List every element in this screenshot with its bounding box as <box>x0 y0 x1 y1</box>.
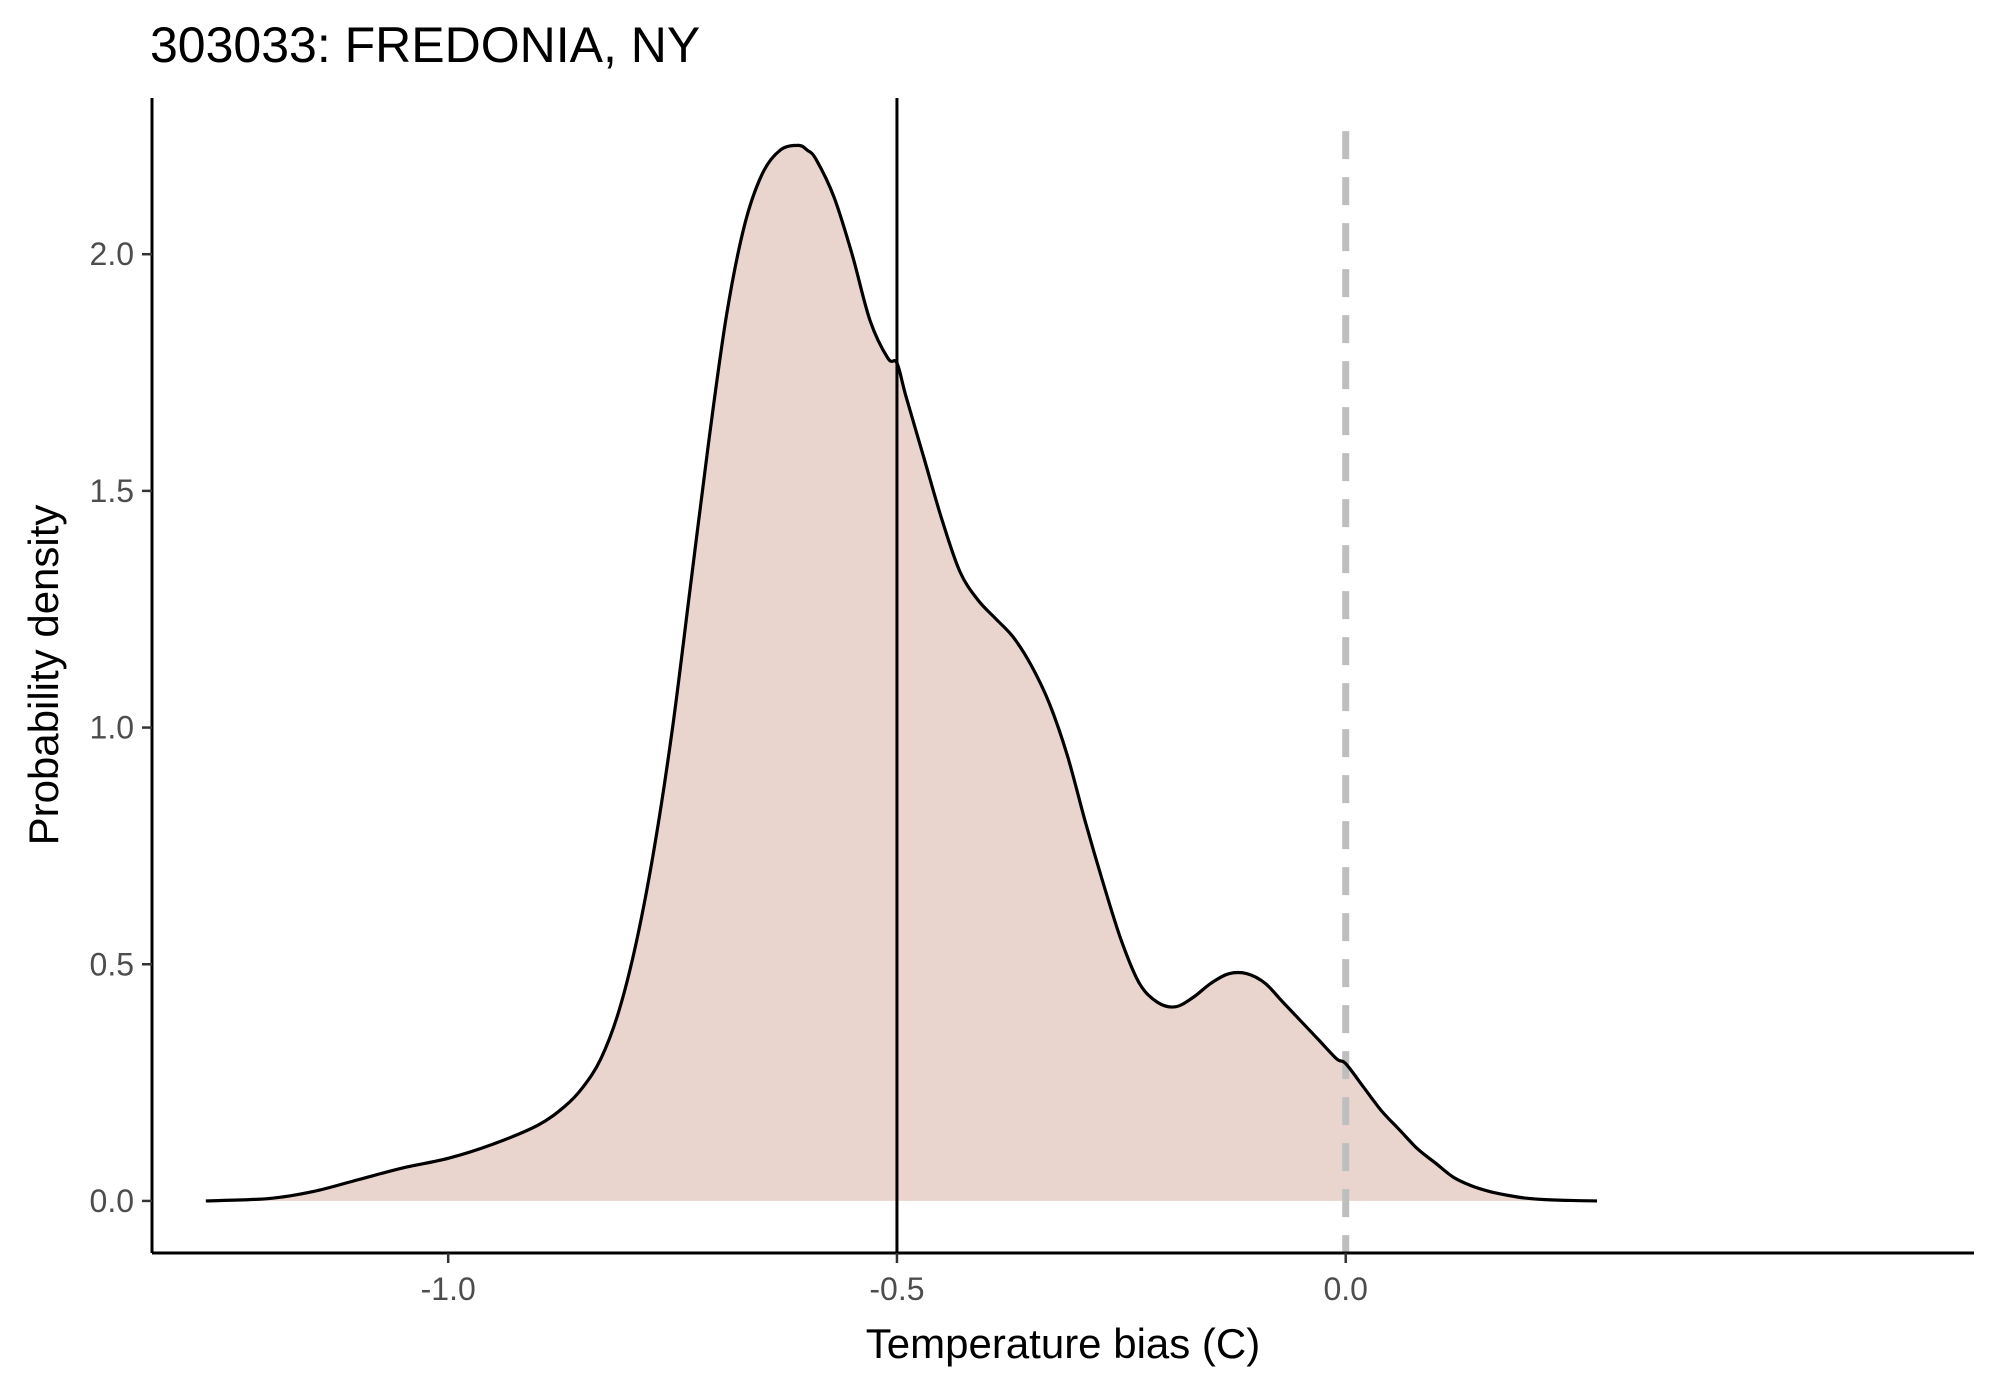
y-tick-label: 0.0 <box>90 1183 134 1219</box>
x-axis-title: Temperature bias (C) <box>866 1320 1260 1367</box>
x-tick-label: -0.5 <box>869 1271 924 1307</box>
y-axis-ticks: 0.0 0.5 1.0 1.5 2.0 <box>90 236 152 1219</box>
plot-area <box>205 98 1598 1253</box>
y-axis-title: Probability density <box>20 505 67 846</box>
x-tick-label: 0.0 <box>1323 1271 1367 1307</box>
y-tick-label: 1.5 <box>90 473 134 509</box>
y-tick-label: 2.0 <box>90 236 134 272</box>
y-tick-label: 1.0 <box>90 710 134 746</box>
y-tick-label: 0.5 <box>90 946 134 982</box>
x-tick-label: -1.0 <box>421 1271 476 1307</box>
chart-title: 303033: FREDONIA, NY <box>150 17 700 73</box>
x-axis-ticks: -1.0 -0.5 0.0 <box>421 1253 1368 1307</box>
density-curve <box>205 143 1598 1203</box>
density-area-fill <box>205 145 1598 1201</box>
